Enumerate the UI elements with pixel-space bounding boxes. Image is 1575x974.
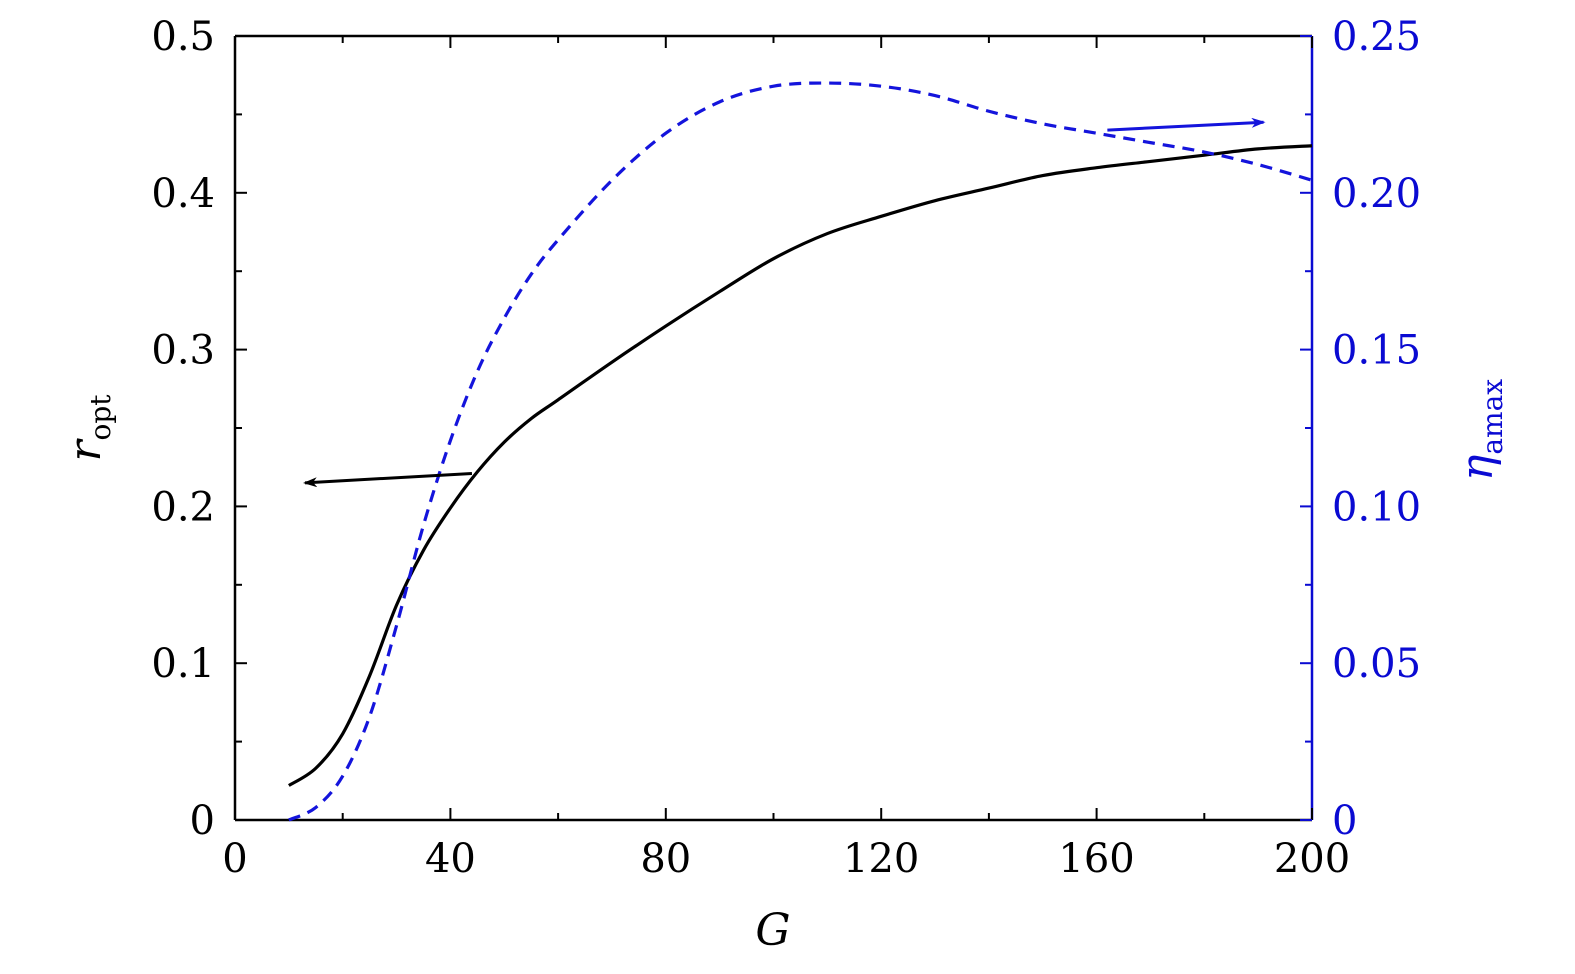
- x-tick-label: 0: [222, 836, 247, 882]
- y-tick-label: 0: [190, 798, 215, 844]
- x-tick-label: 120: [843, 836, 919, 882]
- series-r-opt-line: [287, 144, 1313, 787]
- y2-tick-label: 0.25: [1332, 14, 1421, 60]
- series-eta-amax-line: [288, 81, 1313, 822]
- y2-tick-label: 0.05: [1332, 641, 1421, 687]
- arrow-to-right-axis: [1107, 117, 1266, 132]
- y2-axis-title: ηamax: [1452, 379, 1509, 481]
- y-axis-title-main: r: [60, 438, 111, 462]
- x-tick-label: 80: [640, 836, 691, 882]
- y2-tick-label: 0.20: [1332, 171, 1421, 217]
- y2-tick-label: 0.15: [1332, 328, 1421, 374]
- y2-axis-title-main: η: [1452, 455, 1503, 481]
- y-tick-label: 0.3: [151, 328, 215, 374]
- x-axis-title: G: [755, 905, 790, 956]
- y-tick-label: 0.1: [151, 641, 215, 687]
- y2-tick-label: 0.10: [1332, 484, 1421, 530]
- y-tick-label: 0.4: [151, 171, 215, 217]
- y-axis-title-sub: opt: [84, 394, 117, 441]
- y-tick-label: 0.5: [151, 14, 215, 60]
- series-layer: [287, 81, 1313, 822]
- y-tick-label: 0.2: [151, 484, 215, 530]
- x-tick-label: 40: [425, 836, 476, 882]
- arrow-to-left-axis: [303, 471, 473, 488]
- y2-axis-title-sub: amax: [1476, 379, 1509, 455]
- y-axis-title: ropt: [60, 394, 117, 462]
- labels: G ropt ηamax: [60, 379, 1509, 956]
- annotations: [303, 117, 1266, 488]
- axes: 0 40 80 120 160 20000.10.20.30.40.500.050.100…: [151, 14, 1421, 882]
- y2-tick-label: 0: [1332, 798, 1357, 844]
- x-tick-label: 200: [1274, 836, 1350, 882]
- x-tick-label: 160: [1058, 836, 1134, 882]
